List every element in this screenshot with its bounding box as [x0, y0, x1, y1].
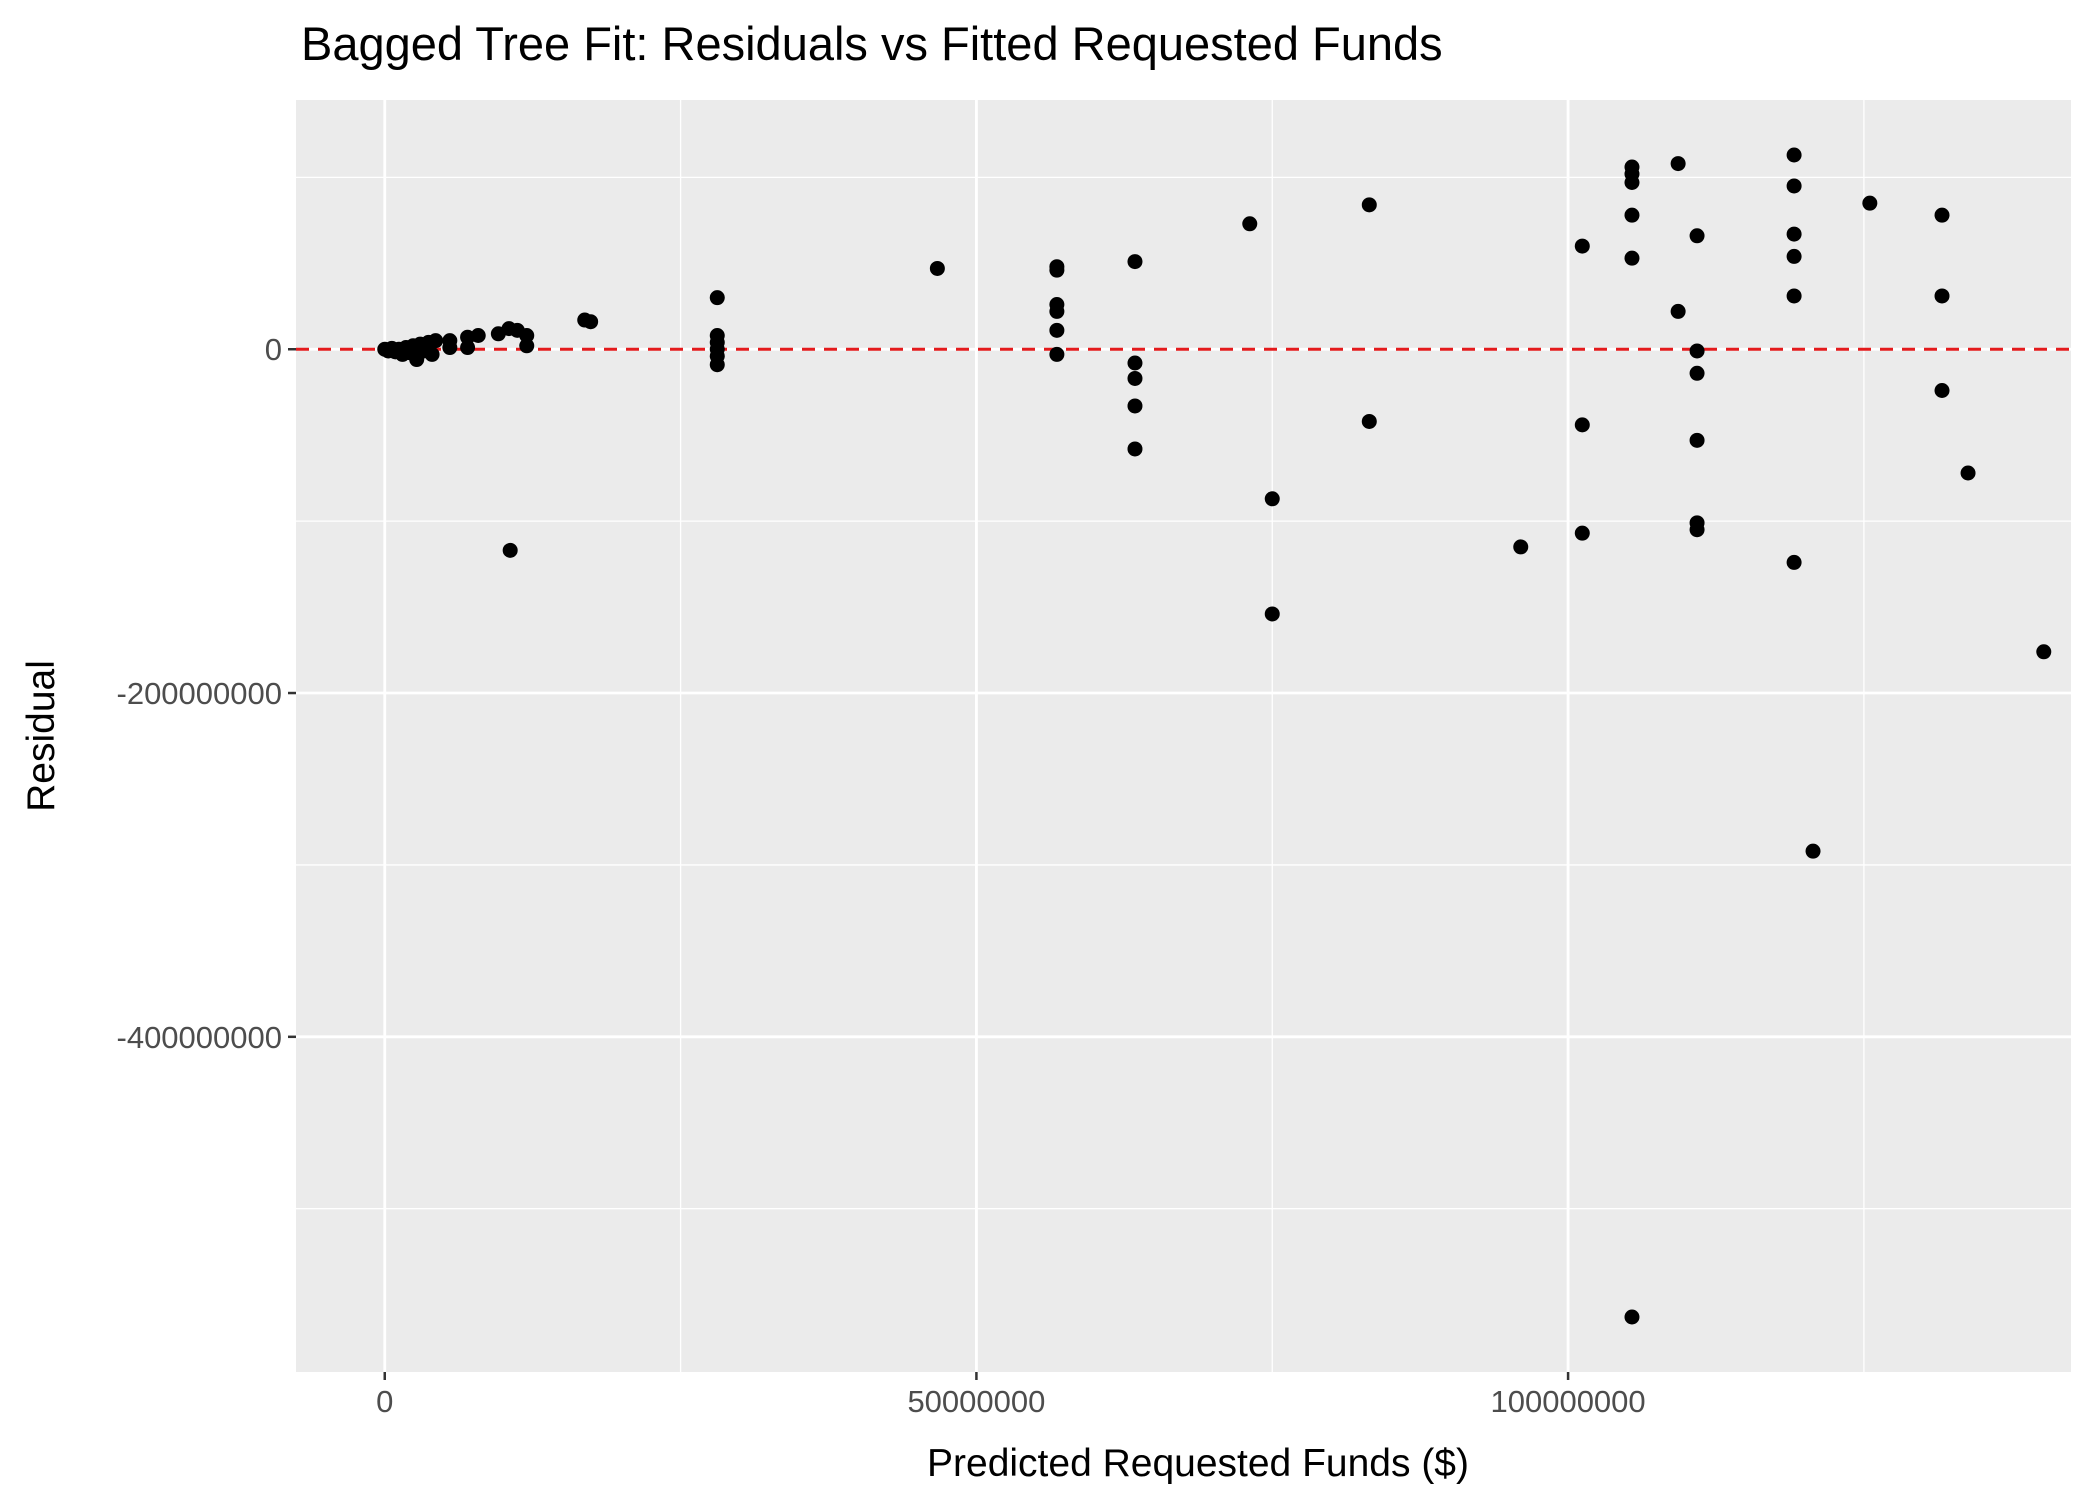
data-point: [1624, 250, 1640, 266]
data-point: [1574, 238, 1590, 254]
y-tick-label: -200000000: [117, 676, 283, 711]
data-point: [1786, 178, 1802, 194]
x-tick-label: 50000000: [907, 1384, 1045, 1419]
data-point: [442, 340, 458, 356]
data-point: [1361, 197, 1377, 213]
y-axis-ticks: 0 -200000000 -400000000: [117, 332, 296, 1055]
data-point: [1127, 398, 1143, 414]
data-point: [583, 314, 599, 330]
data-point: [1689, 343, 1705, 359]
data-point: [460, 340, 476, 356]
data-point: [1264, 491, 1280, 507]
data-point: [1574, 417, 1590, 433]
data-point: [1242, 216, 1258, 232]
data-point: [1624, 207, 1640, 223]
data-point: [1049, 322, 1065, 338]
chart-title: Bagged Tree Fit: Residuals vs Fitted Req…: [301, 17, 1443, 70]
data-point: [1786, 147, 1802, 163]
data-point: [470, 327, 486, 343]
data-point: [929, 260, 945, 276]
data-point: [1805, 843, 1821, 859]
y-tick-label: -400000000: [117, 1020, 283, 1055]
data-point: [1574, 525, 1590, 541]
data-point: [1862, 195, 1878, 211]
x-tick-label: 0: [376, 1384, 393, 1419]
data-point: [1127, 355, 1143, 371]
x-axis-title: Predicted Requested Funds ($): [927, 1442, 1469, 1485]
data-point: [1934, 382, 1950, 398]
data-point: [1361, 413, 1377, 429]
data-point: [1786, 288, 1802, 304]
data-point: [1049, 262, 1065, 278]
data-point: [1127, 441, 1143, 457]
data-point: [709, 290, 725, 306]
y-axis-title: Residual: [20, 660, 63, 812]
x-axis-ticks: 0 50000000 100000000: [376, 1372, 1646, 1419]
data-point: [1127, 254, 1143, 270]
data-point: [1960, 465, 1976, 481]
data-point: [519, 327, 535, 343]
plot-panel: [296, 100, 2071, 1372]
data-point: [1624, 175, 1640, 191]
data-point: [428, 333, 444, 349]
x-tick-label: 100000000: [1490, 1384, 1645, 1419]
data-point: [424, 346, 440, 362]
data-point: [1786, 554, 1802, 570]
data-point: [1934, 288, 1950, 304]
data-point: [2036, 644, 2052, 660]
data-point: [1624, 1309, 1640, 1325]
data-point: [1264, 606, 1280, 622]
data-point: [1689, 522, 1705, 538]
data-point: [1786, 226, 1802, 242]
data-point: [1670, 303, 1686, 319]
data-point: [1127, 370, 1143, 386]
data-point: [1689, 365, 1705, 381]
data-point: [502, 542, 518, 558]
data-point: [1049, 303, 1065, 319]
y-tick-label: 0: [265, 332, 282, 367]
data-point: [1513, 539, 1529, 555]
data-point: [519, 338, 535, 354]
data-point: [1049, 346, 1065, 362]
data-point: [1934, 207, 1950, 223]
data-point: [1786, 248, 1802, 264]
data-point: [709, 357, 725, 373]
data-points: [377, 147, 2052, 1325]
data-point: [1670, 156, 1686, 172]
data-point: [1689, 228, 1705, 244]
minor-gridlines: [296, 100, 2071, 1372]
data-point: [1689, 432, 1705, 448]
